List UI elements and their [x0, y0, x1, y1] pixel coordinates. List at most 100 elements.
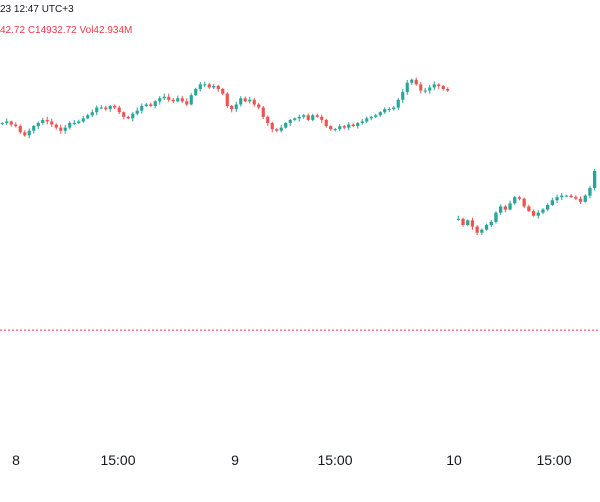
candle [569, 194, 573, 198]
candle-body [499, 206, 503, 213]
candle [522, 197, 526, 209]
candle-body [333, 129, 337, 131]
candle [550, 197, 554, 206]
candle-body [131, 113, 135, 119]
candle-body [329, 126, 333, 130]
candle [36, 121, 40, 130]
candle-body [311, 115, 315, 120]
candle [23, 130, 27, 137]
candle-body [466, 220, 470, 225]
candle-body [288, 119, 292, 123]
candle-body [23, 132, 27, 136]
candle [583, 194, 587, 203]
candle [18, 124, 22, 134]
candle-body [162, 96, 166, 99]
candle [284, 122, 288, 129]
candle [555, 194, 559, 204]
candle-body [81, 118, 85, 122]
candle-body [517, 197, 522, 199]
candle-body [239, 98, 243, 105]
candle [574, 195, 578, 200]
candle-body [270, 123, 274, 130]
candle [68, 121, 72, 130]
candle [324, 118, 328, 128]
candle-body [95, 107, 99, 113]
candle [243, 96, 247, 103]
candle [45, 116, 49, 125]
candle [54, 123, 58, 130]
candle [104, 105, 108, 112]
ohlc-partial-value: 42.72 [0, 25, 26, 36]
candle [320, 114, 324, 123]
candle-body [494, 212, 498, 222]
chart-header-ohlc: 42.72 C14932.72 Vol42.934M [0, 25, 132, 36]
candle [270, 121, 274, 133]
candle-body [212, 85, 216, 88]
candle [374, 113, 378, 118]
candle-body [77, 121, 81, 123]
candle-body [167, 96, 171, 100]
candle-body [50, 121, 54, 125]
candle-body [90, 112, 94, 116]
candle [401, 89, 405, 104]
candle [546, 203, 550, 211]
candle [527, 204, 531, 212]
candle-body [180, 98, 184, 102]
candle [239, 96, 243, 107]
candle-body [374, 115, 378, 117]
candle [517, 195, 522, 201]
candle-body [489, 221, 493, 225]
candle-body [275, 129, 279, 131]
candle-body [555, 197, 559, 201]
candle [275, 128, 279, 133]
candle [387, 107, 391, 113]
candle [356, 122, 360, 129]
candle-body [257, 104, 261, 108]
candle-body [36, 123, 40, 127]
candle [257, 103, 261, 110]
candle [461, 217, 465, 227]
candle [86, 113, 90, 120]
candle [167, 93, 171, 103]
candle-body [387, 109, 391, 111]
candle-body [54, 124, 58, 128]
candle-body [369, 116, 373, 119]
candle-body [266, 116, 270, 123]
close-value: C14932.72 [27, 25, 77, 36]
candle-body [593, 170, 597, 188]
candle-body [45, 119, 49, 122]
candle-body [18, 126, 22, 133]
candle-body [140, 106, 144, 111]
candle-body [480, 229, 484, 233]
candle [77, 119, 81, 125]
candle-body [508, 203, 512, 210]
candle-body [158, 98, 162, 102]
candle-body [63, 127, 67, 131]
candle [347, 122, 351, 131]
candle-body [383, 109, 387, 113]
candle [252, 97, 256, 107]
candle-body [437, 84, 441, 86]
candle-body [342, 126, 346, 128]
candle-body [68, 123, 72, 128]
candle-body [297, 116, 301, 119]
candles-group [0, 77, 597, 236]
candle-body [41, 119, 45, 123]
candle-body [522, 198, 526, 207]
candle [203, 81, 207, 87]
candle [198, 81, 202, 92]
candle [41, 117, 45, 125]
candle-body [149, 104, 153, 106]
candle [441, 84, 445, 91]
candle-body [315, 115, 319, 117]
candle-body [198, 84, 202, 89]
candle [27, 128, 31, 139]
candle [564, 194, 569, 197]
candle [437, 83, 441, 89]
candle [531, 209, 536, 217]
candle [466, 219, 470, 227]
candle [333, 127, 337, 132]
candle-body [108, 106, 112, 110]
candle [248, 96, 252, 104]
